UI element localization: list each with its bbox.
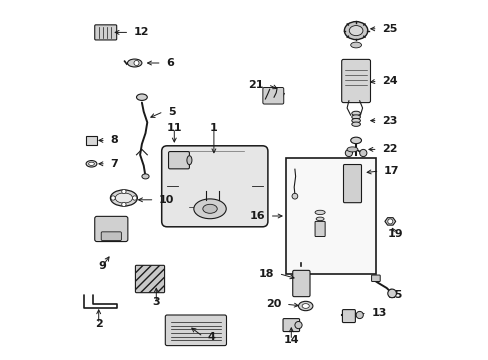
FancyBboxPatch shape [263, 87, 283, 104]
FancyBboxPatch shape [135, 265, 164, 293]
Text: 11: 11 [166, 123, 182, 133]
Ellipse shape [186, 156, 192, 165]
Ellipse shape [302, 303, 309, 308]
FancyBboxPatch shape [165, 315, 226, 346]
Ellipse shape [350, 42, 361, 48]
Circle shape [122, 189, 126, 194]
Ellipse shape [127, 59, 142, 67]
Text: 9: 9 [98, 261, 106, 271]
Text: 8: 8 [110, 135, 118, 145]
Ellipse shape [348, 26, 362, 36]
Ellipse shape [350, 137, 361, 144]
Text: 19: 19 [387, 229, 403, 239]
Ellipse shape [193, 199, 226, 219]
Circle shape [387, 219, 392, 224]
Ellipse shape [316, 217, 324, 221]
Ellipse shape [110, 190, 137, 206]
Ellipse shape [115, 193, 132, 203]
Circle shape [132, 196, 137, 200]
Text: 22: 22 [381, 144, 397, 154]
Ellipse shape [88, 162, 94, 166]
Text: 4: 4 [207, 332, 215, 342]
FancyBboxPatch shape [285, 158, 375, 274]
Text: 12: 12 [133, 27, 149, 37]
Circle shape [291, 193, 297, 199]
Text: 3: 3 [152, 297, 160, 307]
Circle shape [294, 321, 302, 329]
Ellipse shape [203, 204, 217, 213]
FancyBboxPatch shape [343, 165, 361, 203]
FancyBboxPatch shape [341, 59, 370, 103]
Text: 20: 20 [265, 299, 281, 309]
Text: 14: 14 [283, 335, 299, 345]
FancyBboxPatch shape [371, 275, 380, 282]
Ellipse shape [351, 111, 360, 116]
Ellipse shape [351, 122, 360, 126]
Text: 18: 18 [258, 269, 274, 279]
Text: 23: 23 [381, 116, 397, 126]
Text: 1: 1 [209, 123, 217, 133]
Circle shape [345, 149, 352, 157]
FancyBboxPatch shape [162, 146, 267, 227]
Polygon shape [384, 218, 395, 225]
Text: 10: 10 [159, 195, 174, 205]
Text: 13: 13 [370, 308, 386, 318]
FancyBboxPatch shape [85, 136, 97, 145]
Circle shape [111, 196, 115, 200]
FancyBboxPatch shape [95, 25, 117, 40]
Circle shape [359, 149, 366, 157]
Ellipse shape [142, 174, 149, 179]
Text: 16: 16 [249, 211, 265, 221]
Text: 21: 21 [247, 80, 263, 90]
Ellipse shape [351, 118, 360, 123]
Text: 5: 5 [167, 107, 175, 117]
Circle shape [122, 202, 126, 207]
FancyBboxPatch shape [314, 221, 325, 237]
Ellipse shape [86, 161, 97, 167]
Text: 2: 2 [95, 319, 102, 329]
FancyBboxPatch shape [342, 310, 355, 323]
Text: 7: 7 [110, 159, 118, 169]
FancyBboxPatch shape [168, 152, 189, 169]
Text: 15: 15 [387, 290, 403, 300]
Circle shape [355, 311, 363, 319]
Text: 17: 17 [383, 166, 399, 176]
FancyBboxPatch shape [283, 319, 299, 332]
Text: 25: 25 [381, 24, 397, 34]
Ellipse shape [344, 22, 367, 40]
FancyBboxPatch shape [95, 216, 127, 242]
Ellipse shape [346, 147, 357, 152]
Circle shape [134, 60, 139, 66]
FancyBboxPatch shape [292, 270, 309, 297]
Ellipse shape [351, 115, 360, 119]
Text: 24: 24 [381, 76, 397, 86]
Ellipse shape [314, 210, 325, 215]
FancyBboxPatch shape [101, 232, 121, 240]
Circle shape [387, 289, 396, 298]
Ellipse shape [136, 94, 147, 100]
Text: 6: 6 [166, 58, 174, 68]
Ellipse shape [316, 224, 323, 227]
Ellipse shape [298, 301, 312, 311]
